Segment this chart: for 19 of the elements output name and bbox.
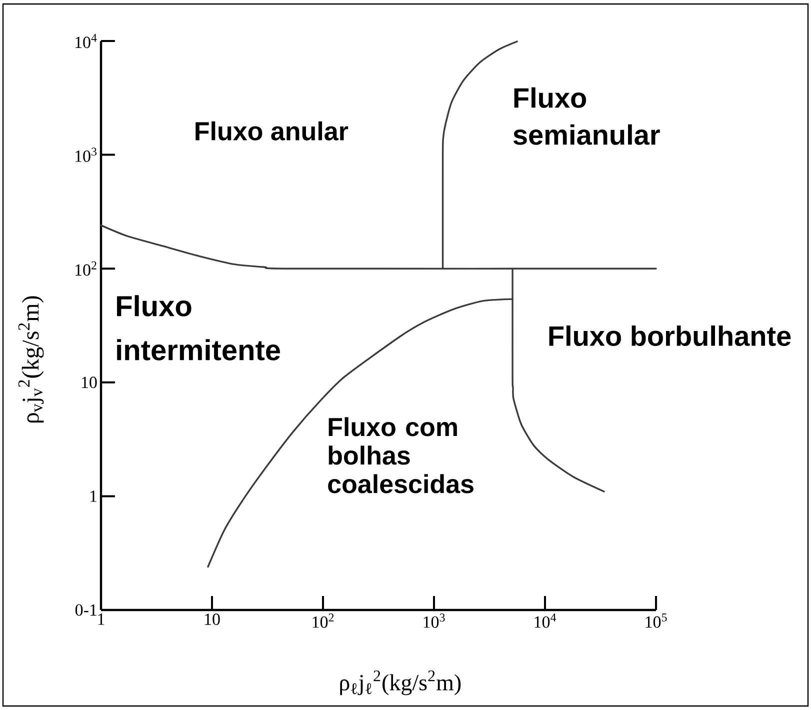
x-tick-label: 1 — [98, 614, 104, 625]
y-tick-label: 10$^{2}$ — [76, 261, 96, 276]
annotation: Fluxo com bolhas coalescidas — [328, 417, 474, 494]
y-tick-label: 0-1 — [75, 604, 96, 616]
x-tick-label: 10$^{4}$ — [534, 614, 556, 628]
y-tick-label: 10$^{3}$ — [76, 148, 97, 162]
y-axis-title: ρ$_{v}$j$_{v}$$^{2}$(kg/s$^{2}$m) — [18, 296, 44, 423]
annotation: Fluxo semianular — [513, 87, 660, 145]
x-tick-label: 10$^{5}$ — [646, 614, 667, 628]
x-tick-label: 10 — [204, 614, 220, 626]
y-tick-label: 1 — [90, 490, 96, 502]
x-tick-label: 10$^{3}$ — [424, 614, 445, 628]
annotation: Fluxo intermitente — [117, 295, 280, 360]
y-tick-label: 10$^{4}$ — [76, 34, 97, 48]
y-tick-label: 10 — [82, 376, 97, 388]
annotation: Fluxo borbulhante — [549, 325, 791, 346]
annotation: Fluxo anular — [196, 121, 348, 140]
x-tick-label: 10$^{2}$ — [312, 614, 334, 628]
x-axis-title: ρ$_{ℓ}$j$_{ℓ}$$^{2}$(kg/s$^{2}$m) — [340, 670, 461, 696]
